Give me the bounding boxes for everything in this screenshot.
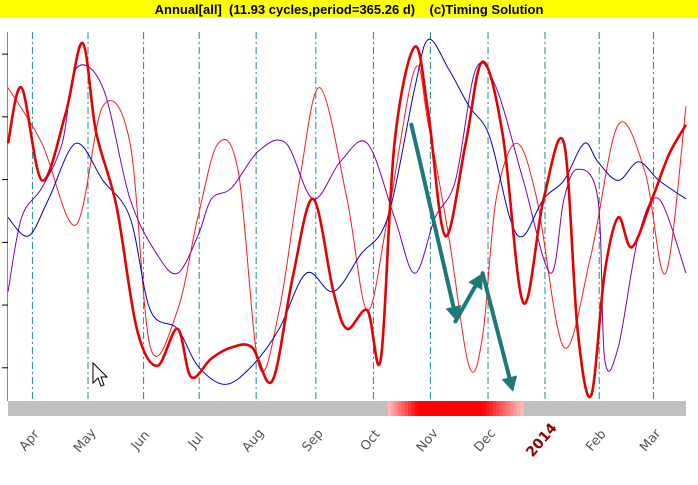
x-axis-labels: Apr May Jun Jul Aug Sep Oct Nov Dec 2014 Feb Mar — [17, 420, 665, 460]
timeline-highlight-segment — [499, 401, 504, 416]
timeline-highlight-segment — [458, 401, 463, 416]
arrow-shaft — [453, 284, 478, 324]
mouse-cursor-icon — [92, 361, 109, 387]
x-tick-label-nov: Nov — [414, 426, 442, 455]
timeline-highlight-segment — [397, 401, 402, 416]
timeline-highlight-segment — [482, 401, 487, 416]
x-tick-label-jul: Jul — [185, 430, 207, 452]
timeline-highlight-segment — [496, 401, 501, 416]
timeline-highlight-segment — [435, 401, 440, 416]
series-layer — [6, 38, 688, 399]
timeline-highlight-segment — [414, 401, 419, 416]
timeline-highlight-segment — [391, 401, 396, 416]
timeline-highlight-segment — [472, 401, 477, 416]
x-tick-label-sep: Sep — [300, 427, 327, 455]
timeline-highlight-segment — [428, 401, 433, 416]
x-tick-label-feb: Feb — [583, 427, 609, 454]
arrow-shaft — [480, 271, 512, 380]
timeline-highlight-segment — [431, 401, 436, 416]
timeline-highlight-segment — [492, 401, 497, 416]
timeline-highlight-segment — [489, 401, 494, 416]
timeline-highlight-segment — [411, 401, 416, 416]
x-tick-label-jun: Jun — [128, 428, 153, 454]
x-tick-label-2014: 2014 — [523, 420, 560, 460]
timeline-highlight-segment — [455, 401, 460, 416]
x-tick-label-aug: Aug — [240, 426, 268, 455]
timeline-highlight-segment — [485, 401, 490, 416]
timeline-highlight-segment — [418, 401, 423, 416]
timeline-highlight-segment — [404, 401, 409, 416]
timeline-highlight-segment — [469, 401, 474, 416]
chart-title: Annual[all] (11.93 cycles,period=365.26 … — [0, 0, 698, 18]
timeline-highlight-segment — [509, 401, 514, 416]
arrow-head — [501, 375, 518, 392]
chart-canvas: Apr May Jun Jul Aug Sep Oct Nov Dec 2014 Feb Mar — [2, 32, 688, 460]
timeline-highlight-segment — [441, 401, 446, 416]
timeline-highlight-segment — [421, 401, 426, 416]
timeline-highlight-segment — [424, 401, 429, 416]
timeline-highlight-segment — [448, 401, 453, 416]
x-tick-label-mar: Mar — [637, 426, 665, 455]
timeline-highlight-segment — [438, 401, 443, 416]
x-tick-label-dec: Dec — [472, 426, 500, 455]
timeline-highlight-segment — [475, 401, 480, 416]
timeline-highlight-segment — [462, 401, 467, 416]
timeline-highlight-segment — [519, 401, 524, 416]
timeline-highlight-segment — [513, 401, 518, 416]
timeline-base — [8, 401, 686, 416]
x-tick-label-may: May — [71, 425, 100, 455]
annotation-arrows — [409, 122, 518, 392]
timeline-highlight-segment — [408, 401, 413, 416]
arrow-head — [468, 273, 483, 291]
timeline-highlight-segment — [516, 401, 521, 416]
timeline-highlight-segment — [479, 401, 484, 416]
timeline-highlight-segment — [445, 401, 450, 416]
timeline-highlight-segment — [465, 401, 470, 416]
timeline-highlight-segment — [394, 401, 399, 416]
series-line-thin-red — [7, 65, 687, 373]
timeline-highlight-segment — [506, 401, 511, 416]
x-tick-label-apr: Apr — [17, 427, 43, 454]
timeline-strip — [8, 401, 686, 416]
x-tick-label-oct: Oct — [358, 427, 384, 454]
series-line-purple — [7, 62, 687, 372]
timeline-highlight-segment — [401, 401, 406, 416]
series-line-thick-red — [6, 41, 688, 399]
timeline-highlight-segment — [502, 401, 507, 416]
y-axis-ticks — [2, 32, 8, 401]
series-line-blue — [7, 38, 687, 385]
timeline-highlight-segment — [387, 401, 392, 416]
timeline-highlight-segment — [452, 401, 457, 416]
arrow-shaft — [409, 122, 456, 309]
month-gridlines — [31, 32, 654, 401]
